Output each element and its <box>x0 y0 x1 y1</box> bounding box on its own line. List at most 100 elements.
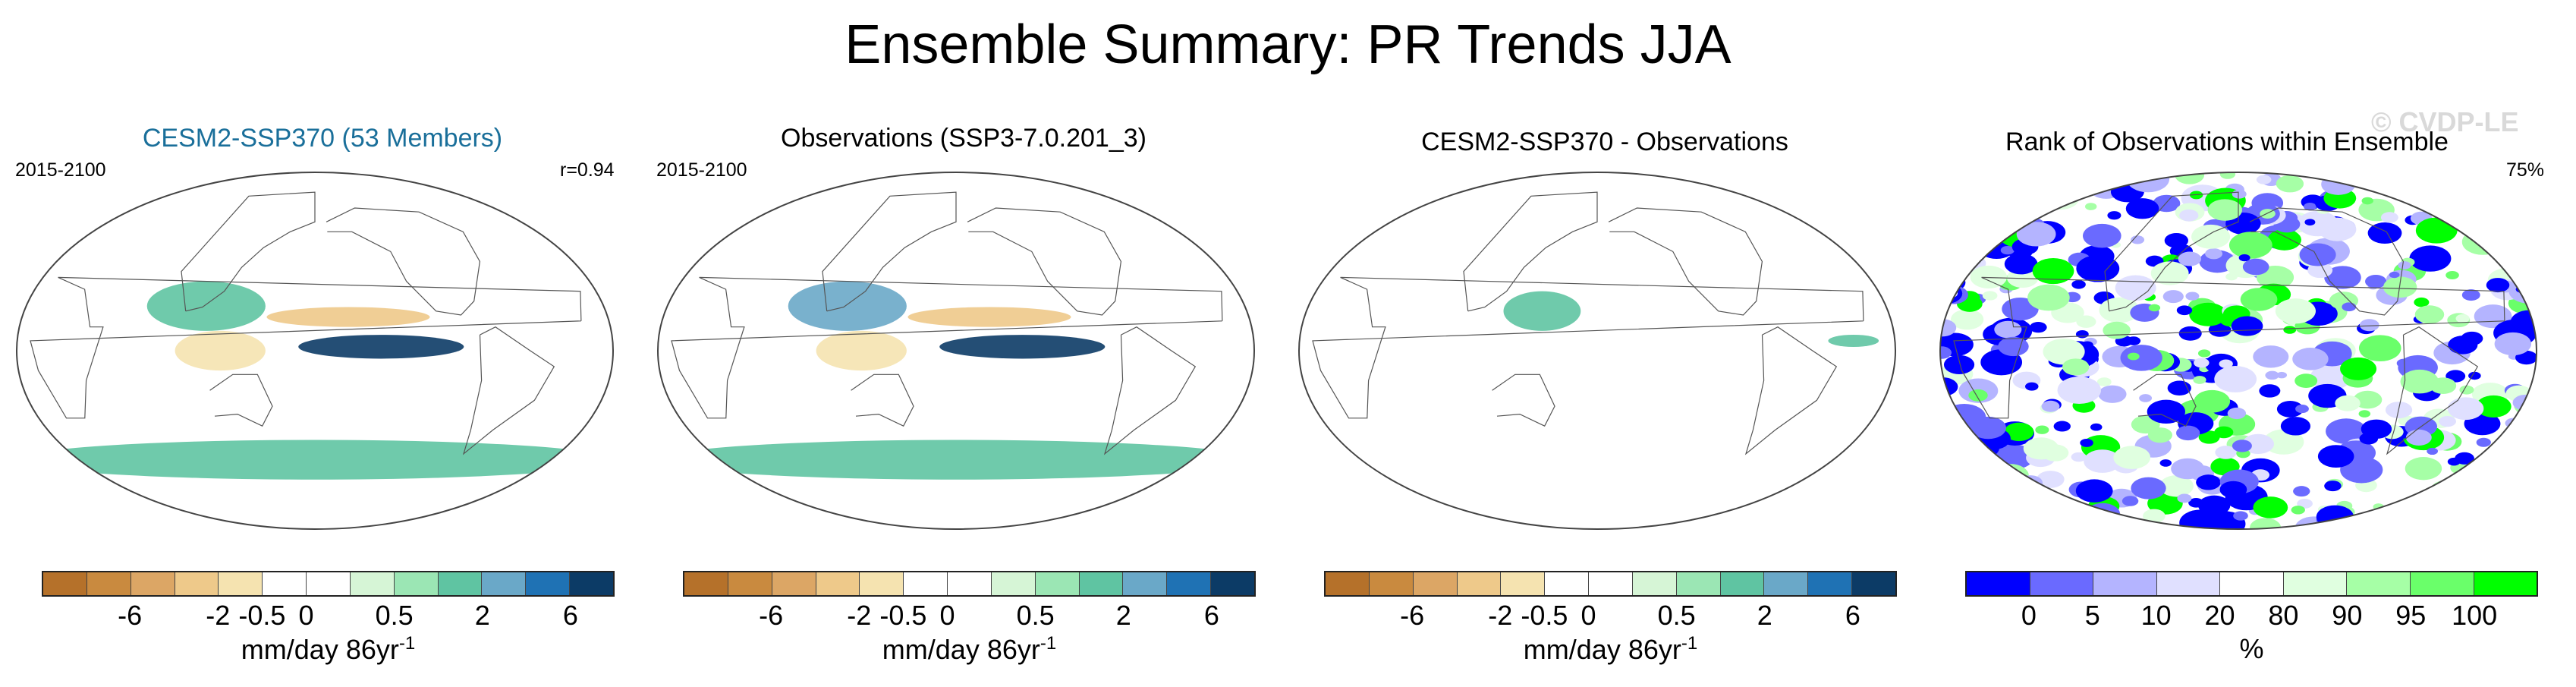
rank-patch <box>2275 298 2316 324</box>
rank-patch <box>2491 446 2522 466</box>
field-region <box>816 330 907 371</box>
map-panel-1 <box>16 172 614 530</box>
colorbar-swatch <box>772 572 816 595</box>
colorbar-swatch <box>816 572 860 595</box>
map-3-coastlines <box>1312 191 1864 455</box>
rank-patch <box>2317 526 2332 529</box>
rank-patch <box>2214 366 2257 392</box>
rank-patch <box>2041 400 2060 412</box>
rank-patch <box>2399 504 2439 529</box>
rank-patch <box>2458 505 2482 520</box>
colorbar-1-ticks: -6 -2 -0.5 0 0.5 2 6 <box>42 600 615 633</box>
field-region <box>266 307 430 327</box>
panel-1-title: CESM2-SSP370 (53 Members) <box>142 124 503 153</box>
rank-patch <box>2442 478 2477 500</box>
rank-patch <box>2383 276 2417 298</box>
rank-patch <box>2331 172 2348 178</box>
rank-patch <box>2267 228 2301 251</box>
rank-patch <box>2002 297 2039 321</box>
colorbar-swatch <box>1413 572 1458 595</box>
rank-patch <box>2414 305 2445 324</box>
rank-patch <box>2191 224 2231 249</box>
rank-patch <box>2027 284 2070 311</box>
rank-patch <box>2304 219 2316 226</box>
rank-patch <box>2109 528 2121 529</box>
rank-patch <box>2099 297 2140 323</box>
rank-patch <box>2405 457 2442 481</box>
rank-patch <box>2159 475 2194 497</box>
coastline <box>209 373 273 427</box>
rank-patch <box>2430 479 2467 503</box>
rank-patch <box>2107 211 2122 220</box>
rank-patch <box>2492 484 2523 503</box>
rank-patch <box>2510 310 2537 334</box>
colorbar-swatch <box>1079 572 1124 595</box>
colorbar-tick-label: 0.5 <box>1016 600 1055 631</box>
rank-patch <box>2427 447 2439 455</box>
rank-patch <box>2505 218 2534 237</box>
rank-patch <box>2455 452 2474 465</box>
rank-patch <box>2219 481 2247 499</box>
rank-patch <box>1970 265 2007 289</box>
rank-patch <box>1974 225 1988 234</box>
colorbar-swatch <box>175 572 219 595</box>
colorbar-swatch <box>2220 572 2284 595</box>
rank-patch <box>1974 185 2012 210</box>
rank-patch <box>2232 440 2252 452</box>
rank-patch <box>2122 496 2139 506</box>
rank-patch <box>2295 405 2309 414</box>
rank-patch <box>1965 238 1981 248</box>
rank-patch <box>2041 186 2080 210</box>
rank-patch <box>2019 172 2059 184</box>
rank-patch <box>2232 189 2247 199</box>
rank-patch <box>1940 514 1957 529</box>
rank-patch <box>2259 384 2281 398</box>
rank-patch <box>2427 522 2439 529</box>
rank-patch <box>2359 319 2379 332</box>
rank-patch <box>2096 377 2112 386</box>
rank-patch <box>2162 290 2184 304</box>
rank-patch <box>2150 261 2189 285</box>
field-region <box>1564 340 1697 361</box>
rank-patch <box>1940 487 1977 513</box>
rank-patch <box>2125 198 2159 219</box>
rank-patch <box>2354 172 2368 181</box>
colorbar-2: -6 -2 -0.5 0 0.5 2 6 mm/day 86yr-1 <box>683 571 1256 666</box>
colorbar-2-ticks: -6 -2 -0.5 0 0.5 2 6 <box>683 600 1256 633</box>
rank-patch <box>2028 518 2053 529</box>
rank-patch <box>1998 336 2029 357</box>
rank-patch <box>1940 346 1952 359</box>
colorbar-4: 0 5 10 20 80 90 95 100 % <box>1965 571 2538 665</box>
coastline <box>967 207 1122 316</box>
rank-patch <box>2090 423 2103 431</box>
rank-patch <box>1970 416 2006 440</box>
colorbar-3-label: mm/day 86yr-1 <box>1523 633 1698 665</box>
rank-patch <box>2447 397 2484 421</box>
colorbar-2-swatches <box>683 571 1256 597</box>
rank-patch <box>2126 336 2141 345</box>
colorbar-swatch <box>1764 572 1809 595</box>
coastline <box>30 276 582 419</box>
rank-patch <box>1967 184 1989 199</box>
rank-patch <box>2439 415 2457 427</box>
rank-patch <box>2477 174 2499 188</box>
rank-patch <box>2178 326 2202 341</box>
rank-patch <box>2159 459 2172 467</box>
panel-1-period: 2015-2100 <box>15 159 106 181</box>
rank-patch <box>2515 415 2537 436</box>
rank-patch <box>2044 499 2074 518</box>
rank-patch <box>2324 481 2342 492</box>
colorbar-1-label: mm/day 86yr-1 <box>241 633 416 665</box>
colorbar-tick-label: 0 <box>1581 600 1596 631</box>
coastline <box>1312 276 1864 419</box>
rank-patch <box>2178 251 2202 266</box>
rank-patch <box>2131 235 2145 244</box>
rank-patch <box>2113 446 2151 469</box>
rank-patch <box>2219 359 2233 369</box>
field-region <box>298 335 464 359</box>
rank-patch <box>2126 172 2170 193</box>
field-region <box>17 440 613 480</box>
colorbar-tick-label: -2 <box>847 600 872 631</box>
rank-patch <box>2193 376 2206 384</box>
rank-patch <box>2415 217 2458 244</box>
